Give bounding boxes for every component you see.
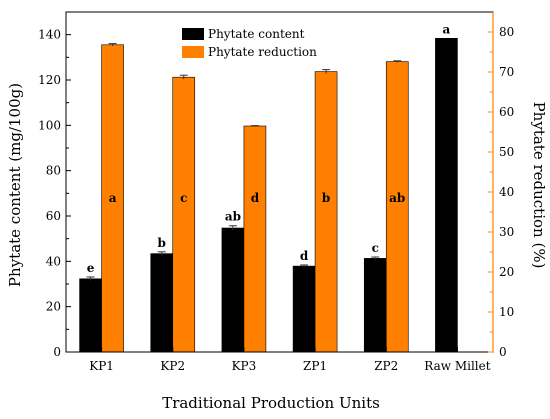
y-tick-label: 40	[46, 254, 61, 268]
x-tick-label: ZP2	[374, 359, 398, 373]
y-tick-label: 60	[46, 209, 61, 223]
y2-tick-label: 70	[499, 65, 514, 79]
x-tick-label: Raw Millet	[424, 359, 490, 373]
y2-tick-label: 20	[499, 265, 514, 279]
x-tick-label: KP3	[232, 359, 257, 373]
significance-letter: d	[251, 191, 260, 205]
legend-swatch-phytate-reduction	[182, 46, 204, 58]
significance-letter: b	[322, 191, 330, 205]
significance-letter: a	[443, 22, 451, 36]
significance-letter: d	[300, 249, 309, 263]
significance-letter: a	[109, 191, 117, 205]
axes-layer: 0 20 40 60 80 100 120 140 0 10 20 30 40 50 60 70 80 KP1 KP…	[38, 11, 514, 373]
legend: Phytate content Phytate reduction	[182, 27, 317, 59]
y2-tick-label: 60	[499, 105, 514, 119]
legend-swatch-phytate-content	[182, 28, 204, 40]
x-axis-title: Traditional Production Units	[162, 394, 380, 412]
y2-tick-label: 50	[499, 145, 514, 159]
significance-letter: b	[158, 236, 166, 250]
legend-label-phytate-reduction: Phytate reduction	[208, 45, 317, 59]
y-tick-label: 80	[46, 164, 61, 178]
bar-content-0	[79, 278, 102, 353]
x-tick-label: KP2	[160, 359, 185, 373]
bar-reduction-1	[172, 76, 196, 353]
x-tick-label: KP1	[89, 359, 114, 373]
significance-letter: ab	[389, 191, 405, 205]
plot-frame	[65, 11, 494, 353]
y-tick-label: 120	[38, 73, 61, 87]
x-tick-label: ZP1	[303, 359, 327, 373]
y-tick-label: 140	[38, 28, 61, 42]
bar-content-2	[221, 227, 245, 353]
y2-tick-label: 30	[499, 225, 514, 239]
y2-tick-label: 10	[499, 305, 514, 319]
bar-reduction-4	[385, 61, 409, 353]
y2-axis-title: Phytate reduction (%)	[530, 102, 548, 269]
significance-letter: e	[87, 261, 95, 275]
significance-letter: c	[372, 241, 379, 255]
bar-content-4	[363, 258, 387, 353]
y2-tick-label: 0	[499, 345, 507, 359]
y2-tick-label: 40	[499, 185, 514, 199]
y-tick-label: 0	[53, 345, 61, 359]
bar-reduction-2	[243, 125, 267, 353]
significance-letter: c	[180, 191, 187, 205]
bar-content-3	[292, 265, 316, 353]
y-tick-label: 20	[46, 300, 61, 314]
bar-content-1	[150, 253, 174, 353]
y-tick-label: 100	[38, 118, 61, 132]
significance-letter: ab	[225, 210, 241, 224]
bar-content-5	[435, 37, 458, 353]
y-axis-title: Phytate content (mg/100g)	[6, 83, 24, 287]
y2-tick-label: 80	[499, 25, 514, 39]
legend-label-phytate-content: Phytate content	[208, 27, 305, 41]
bar-reduction-3	[314, 71, 338, 353]
